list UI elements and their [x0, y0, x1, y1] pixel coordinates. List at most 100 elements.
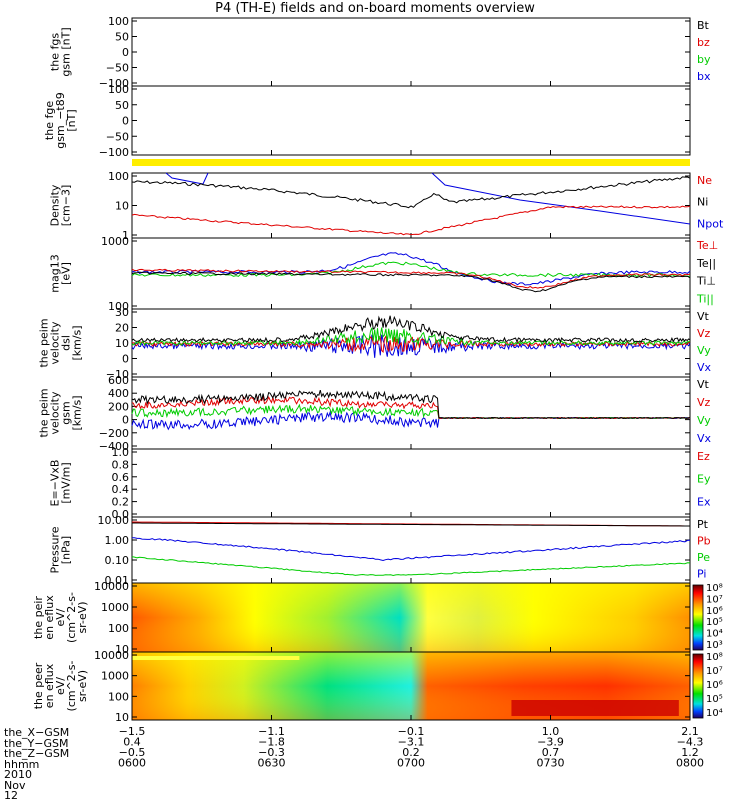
series-te-par: [131, 271, 691, 293]
spectrogram-band: [132, 656, 300, 660]
y-tick-label: 10000: [94, 580, 129, 593]
y-tick-label: 100: [108, 690, 129, 703]
y-axis-title: E=−VxB[mV/m]: [49, 460, 73, 507]
y-tick-label: 10.00: [98, 514, 130, 527]
chart-title: P4 (TH-E) fields and on-board moments ov…: [215, 1, 535, 16]
footer-label: the_X−GSM: [4, 726, 70, 739]
series-te-perp: [131, 268, 691, 289]
y-tick-label: 0: [122, 353, 129, 366]
x-footer-value: −1.5: [119, 725, 146, 738]
panel-9: the peiren efluxeV/(cm^2-s-sr-eV): [32, 582, 704, 653]
y-tick-label: 100: [108, 622, 129, 635]
y-tick-label: 100: [108, 300, 129, 313]
y-axis-title: Pressure[nPa]: [49, 526, 73, 573]
y-axis-title-line: the peer: [32, 662, 45, 709]
y-axis-title-line: the peir: [32, 596, 45, 639]
x-footer-value: −1.1: [258, 725, 285, 738]
y-tick-label: 50: [115, 31, 129, 44]
y-axis-title-line: the fgs: [49, 33, 62, 71]
y-axis-title-line: mag13: [49, 254, 62, 292]
series-npot: [165, 172, 691, 225]
y-axis-title-line: (cm^2-s-: [65, 661, 78, 712]
y-tick-label: 10: [115, 337, 129, 350]
legend-vz: Vz: [697, 396, 711, 409]
series-vz: [131, 394, 691, 420]
y-axis-title-line: gsm: [60, 401, 73, 424]
x-footer-value: 0700: [397, 757, 425, 770]
y-tick-label: 10: [115, 200, 129, 213]
y-axis-title-line: [nT]: [65, 109, 78, 131]
y-tick-label: 0.01: [105, 574, 130, 587]
x-footer-value: −0.5: [119, 746, 146, 759]
y-axis-title-line: [cm−3]: [60, 185, 73, 227]
legend-npot: Npot: [697, 217, 724, 230]
legend-ni: Ni: [697, 196, 708, 209]
panel-5: the peimvelocitydsl[km/s]: [38, 308, 691, 378]
panel-3: Density[cm−3]: [49, 172, 691, 239]
legend-vt: Vt: [697, 378, 710, 391]
colorbar-label: 10⁵: [706, 617, 723, 628]
y-tick-label: 1000: [101, 601, 129, 614]
panel-8: Pressure[nPa]: [49, 516, 691, 584]
y-tick-label: 10000: [94, 649, 129, 662]
spectrogram-shading: [132, 583, 690, 652]
y-tick-label: 0: [122, 46, 129, 59]
x-footer-value: 0730: [537, 757, 565, 770]
colorbar-label: 10⁸: [706, 652, 723, 663]
y-axis-title-line: velocity: [49, 321, 62, 364]
y-tick-label: −400: [99, 440, 129, 453]
panel-10: the peeren efluxeV/(cm^2-s-sr-eV): [32, 651, 704, 721]
panel-7: E=−VxB[mV/m]: [49, 448, 691, 518]
y-axis-title-line: (cm^2-s-: [65, 592, 78, 643]
series-vy: [131, 327, 691, 347]
y-tick-label: 20: [115, 322, 129, 335]
legend-bt: Bt: [697, 19, 710, 32]
x-footer-value: −1.8: [258, 736, 285, 749]
y-axis-title-line: [nPa]: [60, 536, 73, 564]
y-tick-label: 1.00: [105, 534, 130, 547]
colorbar-label: 10³: [706, 640, 723, 651]
series-vt: [131, 389, 691, 420]
series-ne: [131, 205, 691, 236]
panel-frame: [131, 85, 691, 156]
panel-frame: [131, 516, 691, 584]
legend-pt: Pt: [697, 518, 709, 531]
y-tick-label: −50: [106, 130, 129, 143]
x-footer-value: −3.9: [537, 736, 564, 749]
y-axis-title-line: en eflux: [43, 595, 56, 640]
series-vy: [131, 403, 691, 420]
date-label: 2010 Nov 12: [4, 768, 32, 802]
y-tick-label: −10: [106, 368, 129, 381]
y-axis-title: mag13[eV]: [49, 254, 73, 292]
y-tick-label: 100: [108, 83, 129, 96]
x-footer-value: 0.7: [542, 746, 560, 759]
y-tick-label: 0: [122, 414, 129, 427]
x-footer-value: 0.2: [402, 746, 420, 759]
legend-te: Te||: [696, 257, 716, 270]
y-tick-label: 1: [122, 229, 129, 242]
x-footer-value: −4.3: [677, 736, 704, 749]
y-tick-label: 1000: [101, 235, 129, 248]
y-axis-title-line: sr-eV): [76, 670, 89, 702]
y-axis-title-line: gsm_−t89: [54, 92, 67, 148]
series-pi: [131, 537, 691, 562]
y-tick-label: 600: [108, 374, 129, 387]
y-axis-title-line: sr-eV): [76, 601, 89, 633]
panel-4: mag13[eV]: [49, 237, 691, 310]
footer-label: hhmm: [4, 757, 40, 771]
x-footer-value: 0600: [118, 757, 146, 770]
x-footer-value: −0.1: [398, 725, 425, 738]
x-footer-value: 1.2: [681, 746, 699, 759]
y-axis-title-line: Pressure: [49, 526, 62, 573]
x-footer-value: 1.0: [542, 725, 560, 738]
legend-te: Te⊥: [696, 239, 718, 252]
y-tick-label: 200: [108, 400, 129, 413]
colorbar-label: 10⁷: [706, 594, 723, 605]
y-tick-label: 0.2: [112, 496, 130, 509]
y-axis-title: the peimvelocitydsl[km/s]: [38, 318, 84, 367]
y-axis-title-line: eV/: [54, 608, 67, 626]
y-axis-title-line: [mV/m]: [60, 462, 73, 503]
y-tick-label: 400: [108, 387, 129, 400]
colorbar-label: 10⁴: [706, 629, 723, 640]
